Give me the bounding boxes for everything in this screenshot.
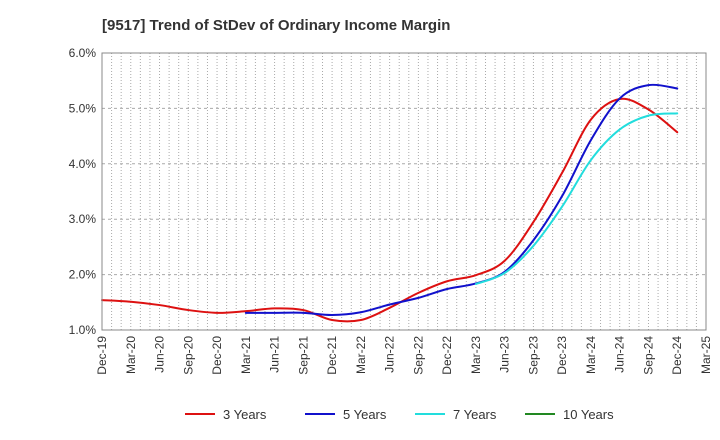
x-tick-label: Jun-23 <box>498 336 512 373</box>
x-tick-label: Dec-19 <box>95 336 109 375</box>
x-tick-label: Sep-20 <box>181 336 195 375</box>
x-tick-label: Mar-25 <box>699 336 713 374</box>
plot-frame <box>101 52 707 331</box>
x-axis-ticks: Dec-19 Mar-20 Jun-20 Sep-20 Dec-20 Mar-21 Jun-… <box>95 336 713 375</box>
y-tick-label: 6.0% <box>69 46 97 60</box>
x-tick-label: Jun-24 <box>613 336 627 373</box>
x-tick-label: Sep-23 <box>526 336 540 375</box>
series-line-1 <box>101 97 679 323</box>
x-tick-label: Dec-23 <box>555 336 569 375</box>
series-line-3 <box>474 112 679 286</box>
x-tick-label: Sep-24 <box>641 336 655 375</box>
legend-label: 7 Years <box>453 407 497 422</box>
series-line-2 <box>244 83 679 317</box>
legend-label: 10 Years <box>563 407 614 422</box>
x-tick-label: Mar-23 <box>469 336 483 374</box>
legend-label: 5 Years <box>343 407 387 422</box>
legend: 3 Years 5 Years 7 Years 10 Years <box>185 407 614 422</box>
x-tick-label: Sep-21 <box>296 336 310 375</box>
x-tick-label: Mar-24 <box>584 336 598 374</box>
x-tick-label: Mar-22 <box>354 336 368 374</box>
x-tick-label: Jun-20 <box>153 336 167 373</box>
y-tick-label: 3.0% <box>69 212 97 226</box>
chart-title: [9517] Trend of StDev of Ordinary Income… <box>102 17 450 34</box>
grid <box>102 53 706 330</box>
y-tick-label: 2.0% <box>69 268 97 282</box>
x-tick-label: Mar-21 <box>239 336 253 374</box>
x-tick-label: Mar-20 <box>124 336 138 374</box>
x-tick-label: Dec-20 <box>210 336 224 375</box>
legend-label: 3 Years <box>223 407 267 422</box>
y-tick-label: 5.0% <box>69 101 97 115</box>
series-lines <box>101 83 679 323</box>
x-tick-label: Sep-22 <box>411 336 425 375</box>
y-tick-label: 4.0% <box>69 157 97 171</box>
x-tick-label: Dec-22 <box>440 336 454 375</box>
x-tick-label: Jun-21 <box>268 336 282 373</box>
x-tick-label: Dec-21 <box>325 336 339 375</box>
y-tick-label: 1.0% <box>69 323 97 337</box>
x-tick-label: Jun-22 <box>383 336 397 373</box>
y-axis-ticks: 1.0% 2.0% 3.0% 4.0% 5.0% 6.0% <box>69 46 97 337</box>
x-tick-label: Dec-24 <box>670 336 684 375</box>
